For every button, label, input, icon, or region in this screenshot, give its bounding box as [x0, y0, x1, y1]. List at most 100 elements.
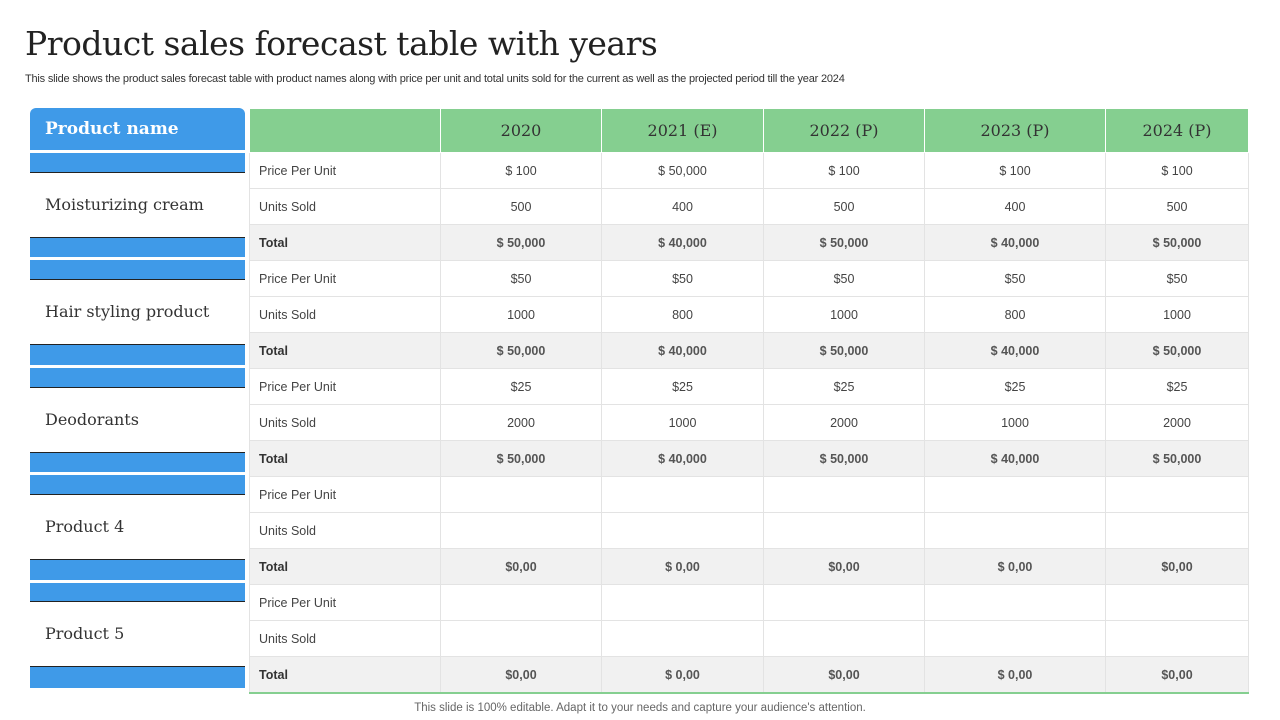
value-cell: $ 50,000: [1105, 224, 1249, 261]
table-row: Price Per Unit: [249, 476, 1249, 513]
group-separator: [30, 150, 245, 153]
value-cell: $ 40,000: [601, 332, 764, 369]
value-cell: [601, 512, 764, 549]
row-label: Units Sold: [249, 620, 441, 657]
group-separator: [30, 257, 245, 261]
table-row: Units Sold 1000 800 1000 800 1000: [249, 296, 1249, 333]
value-cell: $25: [601, 368, 764, 405]
value-cell: 800: [601, 296, 764, 333]
table-row: Total $0,00 $ 0,00 $0,00 $ 0,00 $0,00: [249, 656, 1249, 694]
value-cell: [601, 584, 764, 621]
row-label: Units Sold: [249, 404, 441, 441]
value-cell: 400: [924, 188, 1106, 225]
value-cell: $50: [763, 260, 925, 297]
value-cell: 500: [440, 188, 602, 225]
value-cell: 400: [601, 188, 764, 225]
row-label: Price Per Unit: [249, 152, 441, 189]
value-cell: $50: [924, 260, 1106, 297]
value-cell: $ 50,000: [440, 440, 602, 477]
value-cell: [763, 620, 925, 657]
value-cell: $ 50,000: [601, 152, 764, 189]
value-cell: $50: [1105, 260, 1249, 297]
year-header: 2021 (E): [601, 108, 764, 153]
row-label: Price Per Unit: [249, 584, 441, 621]
value-cell: $0,00: [763, 656, 925, 694]
value-cell: [763, 512, 925, 549]
row-label: Total: [249, 332, 441, 369]
table-row: Units Sold: [249, 512, 1249, 549]
value-cell: $ 0,00: [924, 656, 1106, 694]
value-cell: $ 100: [440, 152, 602, 189]
product-name-cell: Moisturizing cream: [30, 171, 245, 238]
value-cell: [440, 476, 602, 513]
value-cell: $ 50,000: [763, 332, 925, 369]
group-separator: [30, 472, 245, 476]
value-cell: $ 40,000: [601, 440, 764, 477]
row-label: Price Per Unit: [249, 260, 441, 297]
value-cell: 1000: [601, 404, 764, 441]
value-cell: [601, 620, 764, 657]
row-label: Units Sold: [249, 512, 441, 549]
value-cell: $ 40,000: [924, 224, 1106, 261]
year-header: 2023 (P): [924, 108, 1106, 153]
value-cell: 500: [1105, 188, 1249, 225]
year-header-row: 2020 2021 (E) 2022 (P) 2023 (P) 2024 (P): [249, 108, 1249, 153]
value-cell: 1000: [924, 404, 1106, 441]
value-cell: $50: [601, 260, 764, 297]
table-row: Price Per Unit $ 100 $ 50,000 $ 100 $ 100 $ 1…: [249, 152, 1249, 189]
table-row: Price Per Unit $25 $25 $25 $25 $25: [249, 368, 1249, 405]
value-cell: [1105, 476, 1249, 513]
page-title: Product sales forecast table with years: [25, 24, 658, 63]
value-cell: [924, 512, 1106, 549]
value-cell: 500: [763, 188, 925, 225]
product-name-cell: Product 5: [30, 601, 245, 668]
value-cell: $0,00: [1105, 656, 1249, 694]
value-cell: [763, 476, 925, 513]
row-label: Price Per Unit: [249, 368, 441, 405]
value-cell: $0,00: [1105, 548, 1249, 585]
table-row: Units Sold: [249, 620, 1249, 657]
value-cell: 2000: [1105, 404, 1249, 441]
table-row: Price Per Unit $50 $50 $50 $50 $50: [249, 260, 1249, 297]
row-label: Price Per Unit: [249, 476, 441, 513]
value-cell: $ 50,000: [763, 224, 925, 261]
product-name-header: Product name: [30, 108, 245, 150]
value-cell: [1105, 584, 1249, 621]
value-cell: $25: [924, 368, 1106, 405]
year-header: 2020: [440, 108, 602, 153]
table-row: Units Sold 500 400 500 400 500: [249, 188, 1249, 225]
value-cell: 1000: [440, 296, 602, 333]
row-label: Total: [249, 224, 441, 261]
value-cell: 800: [924, 296, 1106, 333]
value-cell: [1105, 620, 1249, 657]
value-cell: [440, 620, 602, 657]
value-cell: $ 0,00: [924, 548, 1106, 585]
value-cell: $25: [1105, 368, 1249, 405]
value-cell: [763, 584, 925, 621]
value-cell: $ 100: [1105, 152, 1249, 189]
row-label: Total: [249, 440, 441, 477]
table-row: Total $ 50,000 $ 40,000 $ 50,000 $ 40,000 $ 5…: [249, 440, 1249, 477]
table-row: Total $ 50,000 $ 40,000 $ 50,000 $ 40,000 $ 5…: [249, 332, 1249, 369]
value-cell: [924, 476, 1106, 513]
value-cell: $ 50,000: [440, 224, 602, 261]
row-label: Total: [249, 548, 441, 585]
table-row: Price Per Unit: [249, 584, 1249, 621]
value-cell: 1000: [1105, 296, 1249, 333]
value-cell: $ 50,000: [763, 440, 925, 477]
row-label: Units Sold: [249, 188, 441, 225]
header-blank-cell: [249, 108, 441, 153]
product-name-cell: Deodorants: [30, 386, 245, 453]
value-cell: [601, 476, 764, 513]
group-separator: [30, 579, 245, 583]
row-label: Units Sold: [249, 296, 441, 333]
value-cell: [440, 584, 602, 621]
value-cell: $ 40,000: [601, 224, 764, 261]
year-header: 2022 (P): [763, 108, 925, 153]
row-label: Total: [249, 656, 441, 694]
value-cell: $ 40,000: [924, 440, 1106, 477]
value-cell: $50: [440, 260, 602, 297]
value-cell: 2000: [763, 404, 925, 441]
forecast-table: 2020 2021 (E) 2022 (P) 2023 (P) 2024 (P)…: [249, 108, 1249, 694]
value-cell: $ 0,00: [601, 656, 764, 694]
